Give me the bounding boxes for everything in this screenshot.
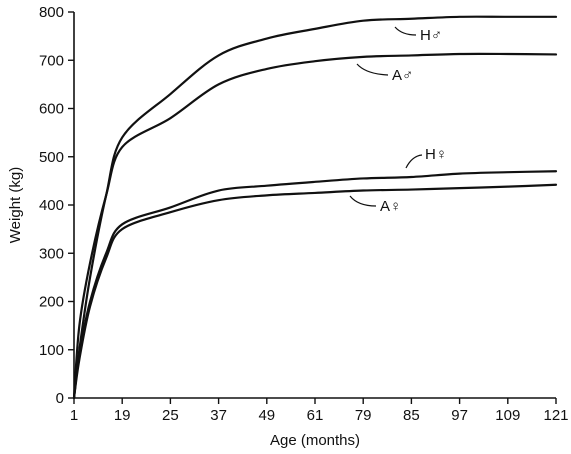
x-tick-label: 79 xyxy=(355,407,372,424)
label-leader-line xyxy=(349,195,377,207)
series-line-a-female xyxy=(72,183,558,400)
x-tick-label: 97 xyxy=(451,407,468,424)
x-tick-label: 37 xyxy=(210,407,227,424)
series-label-h-female: H♀ xyxy=(425,146,447,163)
x-tick-label: 121 xyxy=(543,407,568,424)
y-ticks: 0 100 200 300 400 500 600 700 800 xyxy=(39,4,74,407)
y-tick-label: 200 xyxy=(39,294,64,311)
y-tick-label: 400 xyxy=(39,197,64,214)
y-tick-label: 0 xyxy=(56,390,64,407)
series-line-a-male xyxy=(72,52,558,400)
y-tick-label: 800 xyxy=(39,4,64,21)
series-label-a-female: A♀ xyxy=(380,198,401,215)
series-line-h-female xyxy=(72,170,558,400)
series-curves xyxy=(72,15,558,400)
y-tick-label: 700 xyxy=(39,52,64,69)
y-axis-title: Weight (kg) xyxy=(7,167,24,243)
y-tick-label: 300 xyxy=(39,245,64,262)
x-axis-title: Age (months) xyxy=(270,432,360,449)
series-line-h-male xyxy=(72,15,558,400)
x-tick-label: 25 xyxy=(162,407,179,424)
x-tick-label: 61 xyxy=(307,407,324,424)
label-leader-line xyxy=(405,154,423,169)
x-tick-label: 109 xyxy=(495,407,520,424)
y-tick-label: 100 xyxy=(39,342,64,359)
series-label-a-male: A♂ xyxy=(392,67,413,84)
x-tick-label: 1 xyxy=(70,407,78,424)
x-tick-label: 49 xyxy=(258,407,275,424)
x-ticks: 1 19 25 37 49 61 79 85 97 109 121 xyxy=(70,398,569,424)
x-tick-label: 85 xyxy=(403,407,420,424)
y-tick-label: 500 xyxy=(39,149,64,166)
axes xyxy=(73,12,556,399)
series-labels: H♂ A♂ H♀ A♀ xyxy=(349,26,447,215)
label-leader-line xyxy=(394,26,417,36)
y-tick-label: 600 xyxy=(39,101,64,118)
label-leader-line xyxy=(356,63,389,76)
x-tick-label: 19 xyxy=(114,407,131,424)
series-label-h-male: H♂ xyxy=(420,27,442,44)
